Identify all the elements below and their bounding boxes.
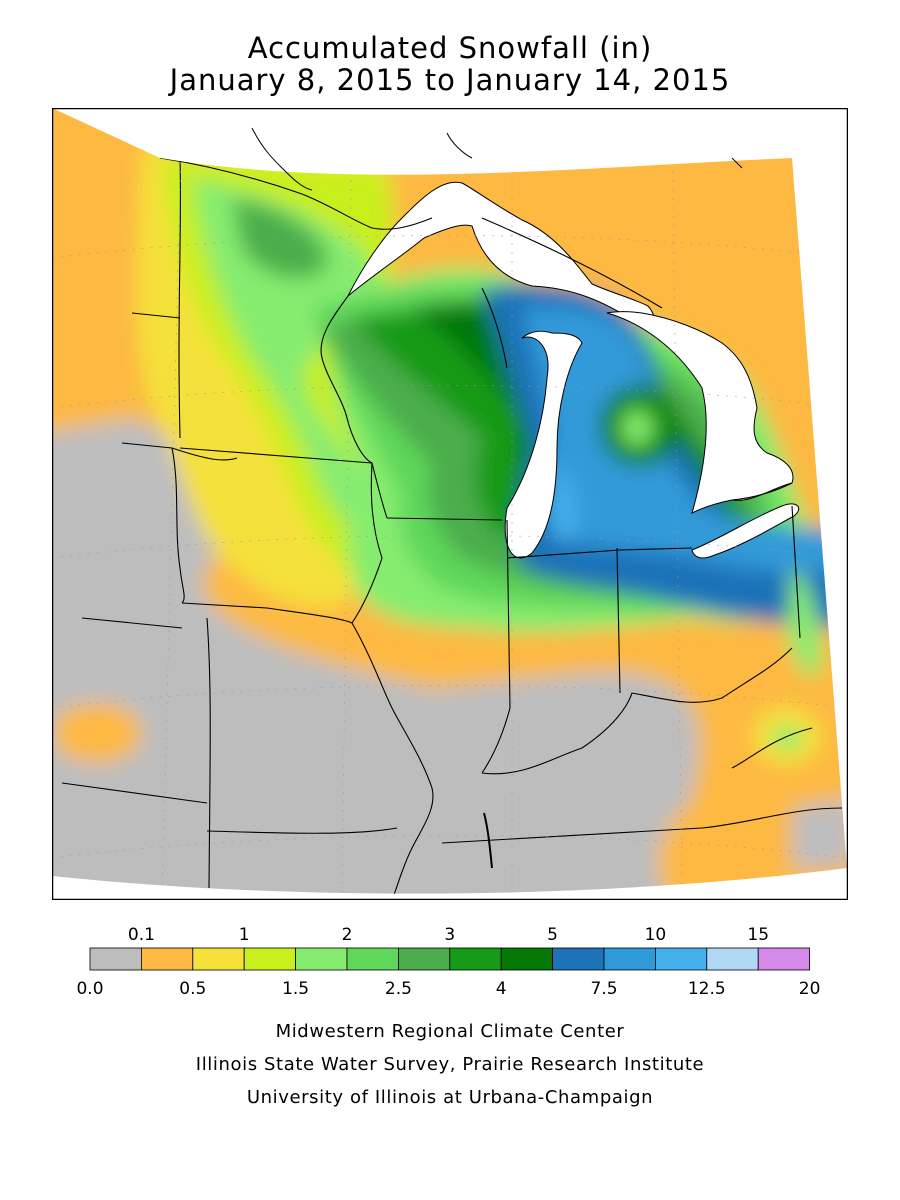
great-lakes xyxy=(347,181,800,559)
legend-swatch xyxy=(449,947,502,971)
legend-bottom-label: 4 xyxy=(496,979,507,999)
legend-bottom-label: 7.5 xyxy=(590,979,617,999)
legend-top-label: 5 xyxy=(547,925,558,945)
map-title: Accumulated Snowfall (in) xyxy=(247,31,653,65)
legend-swatch xyxy=(706,947,759,971)
legend-bottom-labels: 0.0 0.5 1.5 2.5 4 7.5 12.5 20 xyxy=(76,979,820,999)
credit-mrcc: Midwestern Regional Climate Center xyxy=(275,1021,625,1042)
legend-top-label: 2 xyxy=(342,925,353,945)
north-shoreline xyxy=(251,127,743,191)
legend-bins xyxy=(89,947,811,971)
legend-bottom-label: 1.5 xyxy=(282,979,309,999)
credit-isws: Illinois State Water Survey, Prairie Res… xyxy=(195,1054,705,1075)
legend-top-label: 0.1 xyxy=(128,925,155,945)
legend-swatch xyxy=(295,947,348,971)
legend-swatch xyxy=(552,947,605,971)
legend-swatch xyxy=(757,947,811,971)
legend-top-labels: 0.1 1 2 3 5 10 15 xyxy=(128,925,769,945)
legend-swatch xyxy=(655,947,708,971)
legend-swatch xyxy=(192,947,245,971)
legend-bottom-label: 0.5 xyxy=(179,979,206,999)
legend-swatch xyxy=(500,947,554,971)
legend-top-label: 10 xyxy=(645,925,667,945)
legend-bottom-label: 2.5 xyxy=(385,979,412,999)
legend-swatch xyxy=(397,947,451,971)
credit-uiuc: University of Illinois at Urbana-Champai… xyxy=(246,1087,654,1108)
legend-bottom-label: 12.5 xyxy=(688,979,726,999)
legend-top-label: 15 xyxy=(747,925,769,945)
legend-bottom-label: 0.0 xyxy=(76,979,103,999)
graticule xyxy=(52,108,847,894)
snowfall-field xyxy=(52,108,847,894)
reservoirs xyxy=(483,812,493,869)
legend-bottom-label: 20 xyxy=(799,979,821,999)
snowfall-map xyxy=(52,108,848,900)
legend-swatch xyxy=(243,947,296,971)
state-boundaries xyxy=(61,157,843,894)
legend: 0.1 1 2 3 5 10 15 0.0 0.5 1.5 2.5 4 7.5 12.5 20 xyxy=(76,925,820,999)
map-date-range: January 8, 2015 to January 14, 2015 xyxy=(169,63,731,97)
legend-top-label: 3 xyxy=(444,925,455,945)
legend-swatch xyxy=(141,947,194,971)
legend-swatch xyxy=(603,947,656,971)
legend-top-label: 1 xyxy=(239,925,250,945)
legend-swatch xyxy=(346,947,399,971)
legend-swatch xyxy=(89,947,142,971)
